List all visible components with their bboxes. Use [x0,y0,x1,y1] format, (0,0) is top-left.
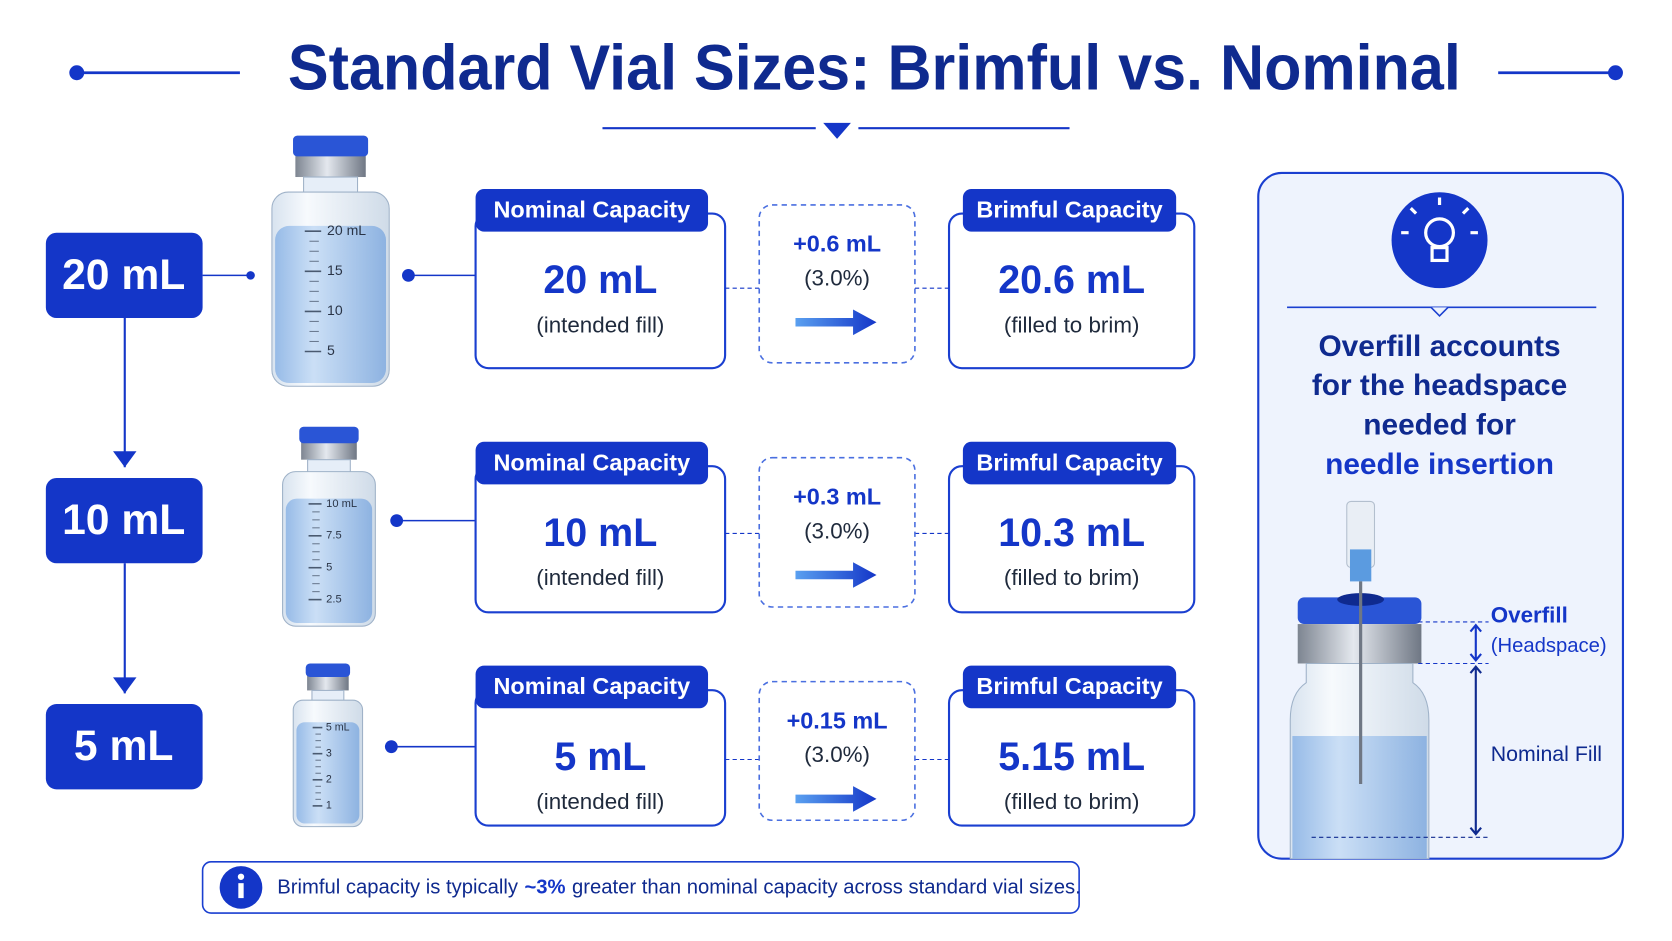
capacity-tab-label: Nominal Capacity [493,197,690,223]
difference-box [758,680,916,822]
vial-scale-label: 5 [326,562,332,574]
syringe-hub [1349,549,1372,582]
vial-cap [293,135,369,157]
capacity-tab-label: Brimful Capacity [976,673,1162,699]
connector-dot [402,268,415,282]
capacity-note: (intended fill) [536,565,664,590]
footer-text: greater than nominal capacity across sta… [572,877,1081,899]
difference-percent: (3.0%) [804,518,870,543]
capacity-tab [475,441,709,485]
size-badge-label: 10 mL [62,496,185,544]
deco-dot [1608,65,1623,81]
flow-arrowhead [113,677,137,694]
size-badge [45,477,203,564]
capacity-note: (filled to brim) [1004,789,1140,814]
capacity-tab-label: Nominal Capacity [493,449,690,475]
footer-highlight: ~3% [524,877,565,899]
info-icon [238,883,244,899]
vial-scale-label: 1 [326,800,332,812]
size-badge-label: 20 mL [62,251,185,299]
capacity-tab-label: Brimful Capacity [976,449,1162,475]
vial-scale-label: 20 mL [327,222,366,238]
bulb-rays [1401,197,1478,235]
vial-scale-label: 10 mL [326,498,357,510]
difference-percent: (3.0%) [804,742,870,767]
capacity-value: 5.15 mL [998,735,1145,779]
difference-value: +0.6 mL [793,231,881,257]
capacity-value: 20.6 mL [998,258,1145,302]
capacity-value: 10.3 mL [998,511,1145,555]
capacity-value: 10 mL [543,511,657,555]
vial-scale-label: 10 [327,302,343,318]
bulb-icon [1430,246,1449,263]
vial-scale-label: 3 [326,747,332,759]
difference-arrow [795,786,877,812]
headspace-label: (Headspace) [1491,635,1607,657]
capacity-note: (intended fill) [536,789,664,814]
panel-highlight: needle insertion [1325,448,1554,481]
info-icon [237,873,245,880]
capacity-note: (filled to brim) [1004,565,1140,590]
capacity-tab-label: Nominal Capacity [493,673,690,699]
vial-crimp [307,675,349,691]
capacity-tab [962,441,1177,485]
footer-text: Brimful capacity is typically [277,877,519,899]
panel-headline: needed for [1363,409,1516,442]
size-badge [45,704,203,790]
footer-box [201,861,1080,914]
footer-note: Brimful capacity is typically ~3% greater … [277,877,1080,899]
vial-liquid [275,225,387,384]
panel-headline: for the headspace [1312,369,1567,402]
title: Standard Vial Sizes: Brimful vs. Nominal [288,32,1461,104]
vial-cap [305,663,351,677]
difference-value: +0.15 mL [787,707,888,733]
connector-dot [390,514,404,528]
difference-percent: (3.0%) [804,266,870,291]
connector-dot [246,271,255,280]
capacity-tab [962,665,1177,709]
connector-dot [384,740,398,754]
headspace-arrow [1469,623,1482,662]
flow-arrowhead [113,451,137,468]
capacity-tab [475,188,709,232]
divider-notch [1430,306,1449,318]
vial-scale-label: 2 [326,774,332,786]
fill-arrow [1469,665,1482,836]
vial-scale-label: 15 [327,262,343,278]
capacity-tab [962,188,1177,232]
vial-scale-label: 7.5 [326,530,341,542]
vial-crimp [301,441,357,460]
vial-crimp [295,154,366,178]
capacity-tab [475,665,709,709]
difference-value: +0.3 mL [793,483,881,509]
difference-arrow [795,309,877,336]
panel-headline: Overfill accounts [1318,330,1560,363]
capacity-value: 5 mL [554,735,646,779]
vial-liquid [296,722,360,824]
vial-liquid [285,498,373,623]
bulb-icon [1391,192,1488,289]
size-badge-label: 5 mL [74,722,174,770]
overfill-label: Overfill [1491,603,1568,628]
vial-scale-label: 5 [327,342,335,358]
capacity-value: 20 mL [543,258,657,302]
capacity-note: (intended fill) [536,312,664,337]
vial-scale-label: 2.5 [326,594,341,606]
capacity-note: (filled to brim) [1004,312,1140,337]
difference-box [758,456,916,608]
nominal-fill-label: Nominal Fill [1491,742,1602,766]
difference-arrow [795,562,877,588]
size-badge [45,232,203,319]
capacity-tab-label: Brimful Capacity [976,197,1162,223]
deco-triangle [823,122,851,139]
vial-cap [299,426,359,444]
vial-scale-label: 5 mL [326,721,350,733]
